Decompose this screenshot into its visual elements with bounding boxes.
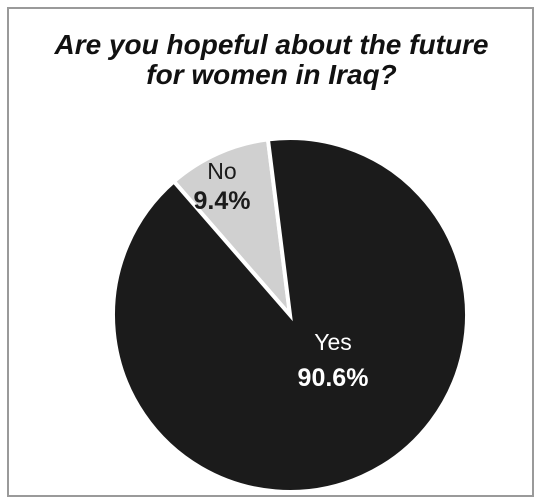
chart-title-line-1: Are you hopeful about the future	[54, 29, 489, 60]
pie-slices	[111, 136, 469, 494]
slice-label-yes: Yes	[314, 329, 352, 355]
pie-labels: No 9.4% Yes 90.6%	[194, 158, 369, 392]
chart-title: Are you hopeful about the future for wom…	[10, 30, 533, 90]
pie-slice-yes	[111, 136, 469, 494]
chart-title-line-2: for women in Iraq?	[146, 59, 397, 90]
pie-slice-no	[171, 137, 293, 322]
slice-label-no: No	[207, 158, 236, 184]
slice-value-yes: 90.6%	[298, 364, 369, 392]
slice-value-no: 9.4%	[194, 187, 251, 215]
